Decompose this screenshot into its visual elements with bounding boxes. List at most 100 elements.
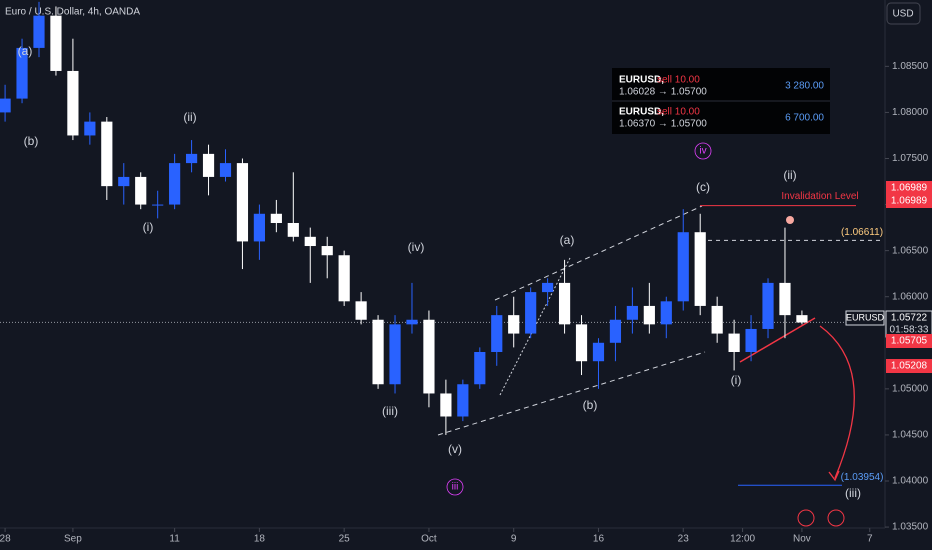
- chart-title: Euro / U.S. Dollar, 4h, OANDA: [5, 7, 140, 18]
- candle-body: [202, 153, 215, 177]
- y-tick-label: 1.04500: [892, 430, 929, 441]
- candle-body: [457, 384, 469, 417]
- wave-label: (a): [18, 44, 33, 58]
- candle-body: [304, 236, 316, 247]
- price-tag: 1.06989: [891, 183, 928, 194]
- candle-body: [185, 153, 198, 164]
- y-tick-label: 1.07500: [892, 153, 929, 164]
- candle-body: [135, 176, 147, 205]
- wave-circle: [446, 478, 464, 496]
- currency-button[interactable]: [886, 2, 921, 25]
- price-tag-bg: [886, 334, 932, 348]
- x-tick-label: Oct: [421, 534, 437, 545]
- currency-label[interactable]: USD: [892, 9, 913, 20]
- candle-body: [152, 204, 164, 206]
- marker: [786, 216, 794, 224]
- candle-body: [440, 393, 452, 417]
- x-tick-label: 9: [511, 534, 517, 545]
- candle-body: [762, 282, 774, 329]
- candle-body: [236, 163, 249, 242]
- candle-body: [745, 328, 757, 352]
- candle-body: [406, 319, 418, 325]
- symbol-tag-bg: [845, 310, 885, 326]
- candle-body: [287, 222, 299, 237]
- candle-body: [101, 121, 113, 187]
- y-tick-label: 1.08500: [892, 61, 929, 72]
- wave-label: (b): [24, 134, 39, 148]
- wave-label: (iv): [408, 240, 425, 254]
- order-panel: EURUSD, sell 10.001.06028 → 1.05700 3 280.…: [612, 68, 830, 134]
- event-icon[interactable]: [797, 509, 815, 527]
- order-route: 1.06370 → 1.05700: [619, 119, 707, 130]
- candle-body: [525, 292, 537, 334]
- candle-body: [491, 315, 503, 352]
- candle-body: [609, 319, 622, 343]
- x-tick-label: 23: [678, 534, 690, 545]
- wave-circle: [694, 142, 712, 160]
- candle-body: [389, 324, 401, 385]
- x-tick-label: 12:00: [730, 534, 755, 545]
- y-tick-label: 1.06500: [892, 245, 929, 256]
- last-price: 1.05722: [891, 313, 928, 324]
- wave-label: (a): [560, 233, 575, 247]
- invalidation-label: Invalidation Level: [781, 191, 858, 202]
- event-icon[interactable]: [827, 509, 845, 527]
- wave-label: (ii): [783, 168, 796, 182]
- wave-label: (iii): [382, 404, 398, 418]
- price-tag-bg: [886, 359, 932, 373]
- candle-body: [660, 301, 672, 325]
- candle-body: [711, 305, 723, 334]
- wave-label: (i): [731, 373, 742, 387]
- symbol-tag: EURUSD: [846, 312, 885, 322]
- order-pnl: 3 280.00: [785, 81, 824, 92]
- candle-body: [270, 213, 282, 223]
- candle-body: [474, 352, 486, 385]
- price-tag: 1.05705: [891, 336, 928, 347]
- candle-body: [169, 163, 181, 205]
- x-tick-label: 16: [593, 534, 605, 545]
- wave-label: (iii): [845, 486, 861, 500]
- candle-body: [694, 232, 706, 306]
- projection-arrow: [819, 325, 855, 479]
- price-tag-bg: [886, 194, 932, 208]
- x-tick-label: 18: [254, 534, 266, 545]
- candle-body: [118, 176, 130, 187]
- channel-line: [437, 351, 706, 436]
- candle-body: [338, 255, 350, 302]
- x-tick-label: 28: [0, 534, 11, 545]
- order-pnl: 6 700.00: [785, 113, 824, 124]
- x-tick-label: 7: [867, 534, 873, 545]
- candle-body: [372, 319, 384, 385]
- candle-body: [626, 305, 638, 320]
- x-tick-label: Sep: [64, 534, 82, 545]
- y-tick-label: 1.03500: [892, 522, 929, 533]
- price-tag: 1.06989: [891, 196, 928, 207]
- x-tick-label: 25: [339, 534, 351, 545]
- order-route: 1.06028 → 1.05700: [619, 87, 707, 98]
- y-tick-label: 1.05000: [892, 383, 929, 394]
- candle-body: [796, 315, 808, 323]
- candle-body: [355, 301, 367, 320]
- countdown: 01:58:33: [890, 325, 929, 336]
- candle-body: [67, 70, 79, 136]
- candle-body: [33, 15, 45, 48]
- wave-label: iv: [699, 146, 706, 157]
- candle-body: [575, 324, 588, 362]
- order-symbol: EURUSD,: [619, 107, 664, 118]
- candle-body: [728, 333, 740, 352]
- wave-label: (v): [448, 442, 462, 456]
- candle-body: [558, 282, 571, 325]
- channel-line: [494, 205, 703, 301]
- candle-body: [643, 305, 655, 325]
- triangle-line: [739, 317, 816, 363]
- order-side: sell 10.00: [657, 75, 700, 86]
- y-tick-label: 1.06000: [892, 291, 929, 302]
- candle-body: [592, 342, 605, 362]
- y-tick-label: 1.04000: [892, 476, 929, 487]
- y-tick-label: 1.08000: [892, 107, 929, 118]
- candle-body: [16, 47, 28, 99]
- candle-body: [253, 213, 265, 242]
- wave-label: (b): [583, 398, 598, 412]
- candle-body: [50, 15, 62, 71]
